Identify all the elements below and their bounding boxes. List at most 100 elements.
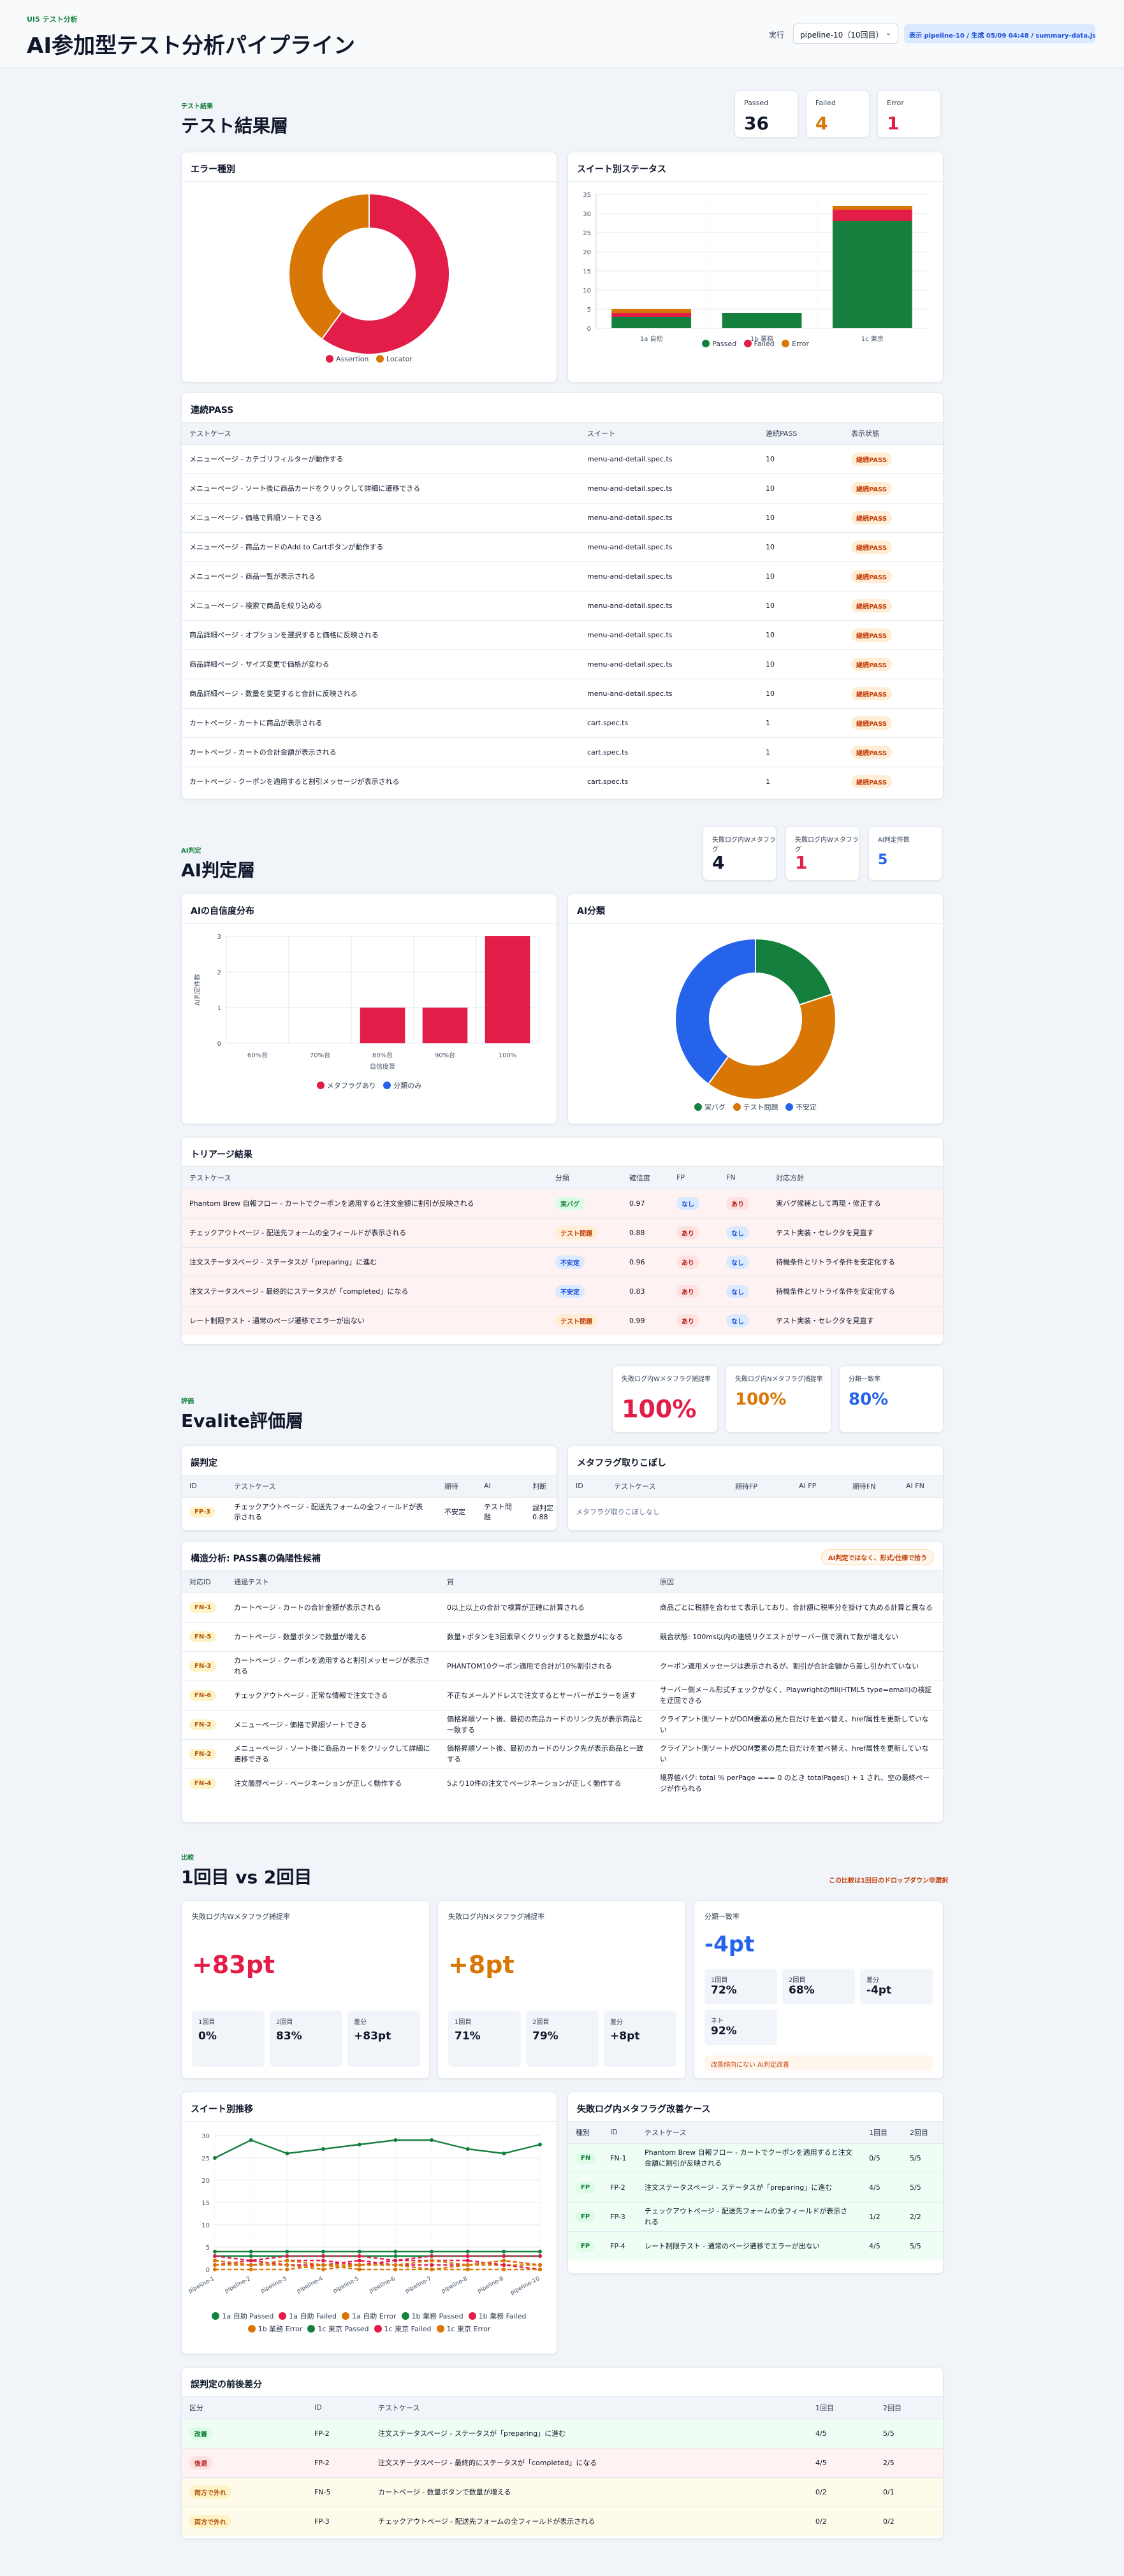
ai-class-card: AI分類 実バグ テスト問題 不安定 xyxy=(567,894,944,1124)
point-1b 業務 Passed xyxy=(430,2250,434,2254)
legend-label: Error xyxy=(792,340,809,348)
row-run1: 4/5 xyxy=(808,2418,875,2448)
kpi-failed: Failed 4 xyxy=(806,90,870,138)
col-header: スイート xyxy=(580,423,758,444)
run-select[interactable]: pipeline-10（10回目） ⌄ xyxy=(793,24,898,44)
table-row: メニューページ - 商品カードのAdd to Cartボタンが動作する menu-… xyxy=(182,532,943,561)
row-test: レート制限テスト - 通常のページ遷移でエラーが出ない xyxy=(182,1305,548,1335)
point-1a 自助 Error xyxy=(285,2263,289,2267)
row-test: メニューページ - 価格で昇順ソートできる xyxy=(226,1709,439,1739)
legend-item: 1a 自助 Failed xyxy=(279,2310,337,2323)
results-kicker: テスト結果 xyxy=(181,103,213,110)
table-row: チェックアウトページ - 配送先フォームの全フィールドが表示される テスト問題 0.… xyxy=(182,1217,943,1247)
row-fn: あり xyxy=(719,1188,768,1218)
fixed-table: 種別 ID テストケース 1回目 2回目 FN FN-1 Phantom Brew 自報フロ… xyxy=(568,2122,943,2261)
row-status-pill: 継続PASS xyxy=(851,657,893,671)
row-fp-pill: あり xyxy=(676,1284,699,1298)
slice-Assertion xyxy=(321,192,450,355)
kpi-eval-w: 失敗ログ内Wメタフラグ捕捉率 100% xyxy=(612,1365,718,1433)
table-row: FP FP-3 チェックアウトページ - 配送先フォームの全フィールドが表示される 1… xyxy=(568,2201,943,2231)
error-type-legend: Assertion Locator xyxy=(182,355,557,363)
suite-status-chart: 0 5 10 15 20 25 30 35 1a 自助 1b 業務 1c 東京 xyxy=(583,192,928,343)
table-row: メニューページ - カテゴリフィルターが動作する menu-and-detail.… xyxy=(182,444,943,474)
row-action: 待機条件とリトライ条件を安定化する xyxy=(768,1276,943,1306)
trend-legend: 1a 自助 Passed 1a 自助 Failed 1a 自助 Error 1b 業務… xyxy=(192,2310,546,2336)
x-tick-label: pipeline-10 xyxy=(509,2276,541,2297)
table-row: レート制限テスト - 通常のページ遷移でエラーが出ない テスト問題 0.99 あり なし… xyxy=(182,1305,943,1335)
row-status-pill: 継続PASS xyxy=(851,598,893,612)
point-1c 東京 Failed xyxy=(393,2259,398,2262)
y-tick-label: 0 xyxy=(206,2267,210,2274)
row-fn: なし xyxy=(719,1217,768,1247)
legend-item: 1a 自助 Passed xyxy=(212,2310,274,2323)
row-kind: FN xyxy=(568,2143,602,2173)
row-suite: menu-and-detail.spec.ts xyxy=(580,619,758,649)
misjudge-table: ID テストケース 期待 AI 判断 FP-3 チェックアウトページ - 配送先フォーム… xyxy=(182,1475,557,1526)
point-1b 業務 Error xyxy=(357,2268,361,2271)
x-tick-label: 1c 東京 xyxy=(861,335,884,343)
y-tick-label: 10 xyxy=(583,287,591,294)
point-1c 東京 Error xyxy=(393,2263,398,2267)
compare-cell: 1回目 0% xyxy=(192,2011,265,2067)
compare-title: 1回目 vs 2回目 xyxy=(181,1867,312,1888)
row-judgement: 誤判定 0.88 xyxy=(525,1496,557,1526)
row-status: 継続PASS xyxy=(843,561,943,591)
col-header: FN xyxy=(719,1167,768,1189)
col-header: テストケース xyxy=(637,2122,861,2143)
col-header: 2回目 xyxy=(902,2122,943,2143)
row-kind-pill: FP xyxy=(576,2211,595,2222)
table-row: メニューページ - 検索で商品を絞り込める menu-and-detail.spe… xyxy=(182,590,943,620)
col-header: 通過テスト xyxy=(226,1571,439,1593)
row-class: 不安定 xyxy=(548,1276,622,1306)
bar-Passed xyxy=(722,313,802,328)
row-cause: サーバー側メール形式チェックがなく、Playwrightのfill(HTML5 … xyxy=(652,1680,943,1710)
row-test: 商品詳細ページ - オプションを選択すると価格に反映される xyxy=(182,619,580,649)
row-test: カートページ - カートの合計金額が表示される xyxy=(226,1592,439,1622)
run-select-value: pipeline-10（10回目） xyxy=(800,31,884,40)
compare-cell: ネト 92% xyxy=(704,2009,777,2045)
y-tick-label: 1 xyxy=(217,1005,221,1012)
row-fn-pill: あり xyxy=(726,1196,749,1210)
row-streak: 10 xyxy=(758,678,843,708)
legend-label: 分類のみ xyxy=(393,1082,422,1090)
table-row: FN-6 チェックアウトページ - 正常な情報で注文できる 不正なメールアドレスで注… xyxy=(182,1680,943,1710)
y-tick-label: 25 xyxy=(201,2155,210,2162)
table-row: FP FP-2 注文ステータスページ - ステータスが「preparing」に進む 4… xyxy=(568,2172,943,2202)
structural-note: AI判定ではなく、形式/仕様で拾う xyxy=(821,1549,934,1565)
kpi-ai-w: 失敗ログ内Wメタフラグ 4 xyxy=(703,826,777,881)
col-header: ID xyxy=(602,2122,637,2143)
missed-flag-table: ID テストケース 期待FP AI FP 期待FN AI FN メタフラグ取りこぼしなし xyxy=(568,1475,943,1526)
trend-chart: 0 5 10 15 20 25 30 pipeline-1 pipeline-2 pipeline… xyxy=(187,2133,542,2297)
row-id-pill: FN-4 xyxy=(189,1777,217,1789)
point-1c 東京 Failed xyxy=(213,2254,217,2258)
table-row: 商品詳細ページ - サイズ変更で価格が変わる menu-and-detail.sp… xyxy=(182,649,943,679)
point-1c 東京 Error xyxy=(213,2259,217,2262)
slice-テスト問題 xyxy=(707,993,836,1100)
row-action: 実バグ候補として再現・修正する xyxy=(768,1188,943,1218)
kpi-eval-n: 失敗ログ内Nメタフラグ捕捉率 100% xyxy=(726,1365,831,1433)
col-header: 対応方針 xyxy=(768,1167,943,1189)
page-title: AI参加型テスト分析パイプライン xyxy=(27,33,355,59)
row-fp: あり xyxy=(669,1305,719,1335)
row-run2: 5/5 xyxy=(902,2172,943,2202)
row-suite: menu-and-detail.spec.ts xyxy=(580,561,758,591)
point-1c 東京 Passed xyxy=(538,2143,542,2146)
x-tick-label: 70%台 xyxy=(310,1051,330,1059)
row-fn-pill: なし xyxy=(726,1284,749,1298)
row-run1: 0/2 xyxy=(808,2477,875,2507)
row-streak: 1 xyxy=(758,707,843,737)
results-title: テスト結果層 xyxy=(181,115,289,136)
row-kind: FP xyxy=(568,2231,602,2261)
card-title: AIの自信度分布 xyxy=(182,894,557,923)
kpi-value: 100% xyxy=(735,1390,787,1409)
row-fn-pill: なし xyxy=(726,1226,749,1240)
row-test: 注文履歴ページ - ページネーションが正しく動作する xyxy=(226,1768,439,1798)
line-1c 東京 Passed xyxy=(214,2139,541,2159)
table-row: メニューページ - 商品一覧が表示される menu-and-detail.spec… xyxy=(182,561,943,591)
row-cause: クーポン適用メッセージは表示されるが、割引が合計金額から差し引かれていない xyxy=(652,1651,943,1681)
row-kind: FP xyxy=(568,2172,602,2202)
legend-label: Locator xyxy=(386,355,412,363)
line-1a 自助 Error xyxy=(215,2264,540,2271)
row-suite: menu-and-detail.spec.ts xyxy=(580,532,758,561)
row-fn-pill: なし xyxy=(726,1255,749,1269)
